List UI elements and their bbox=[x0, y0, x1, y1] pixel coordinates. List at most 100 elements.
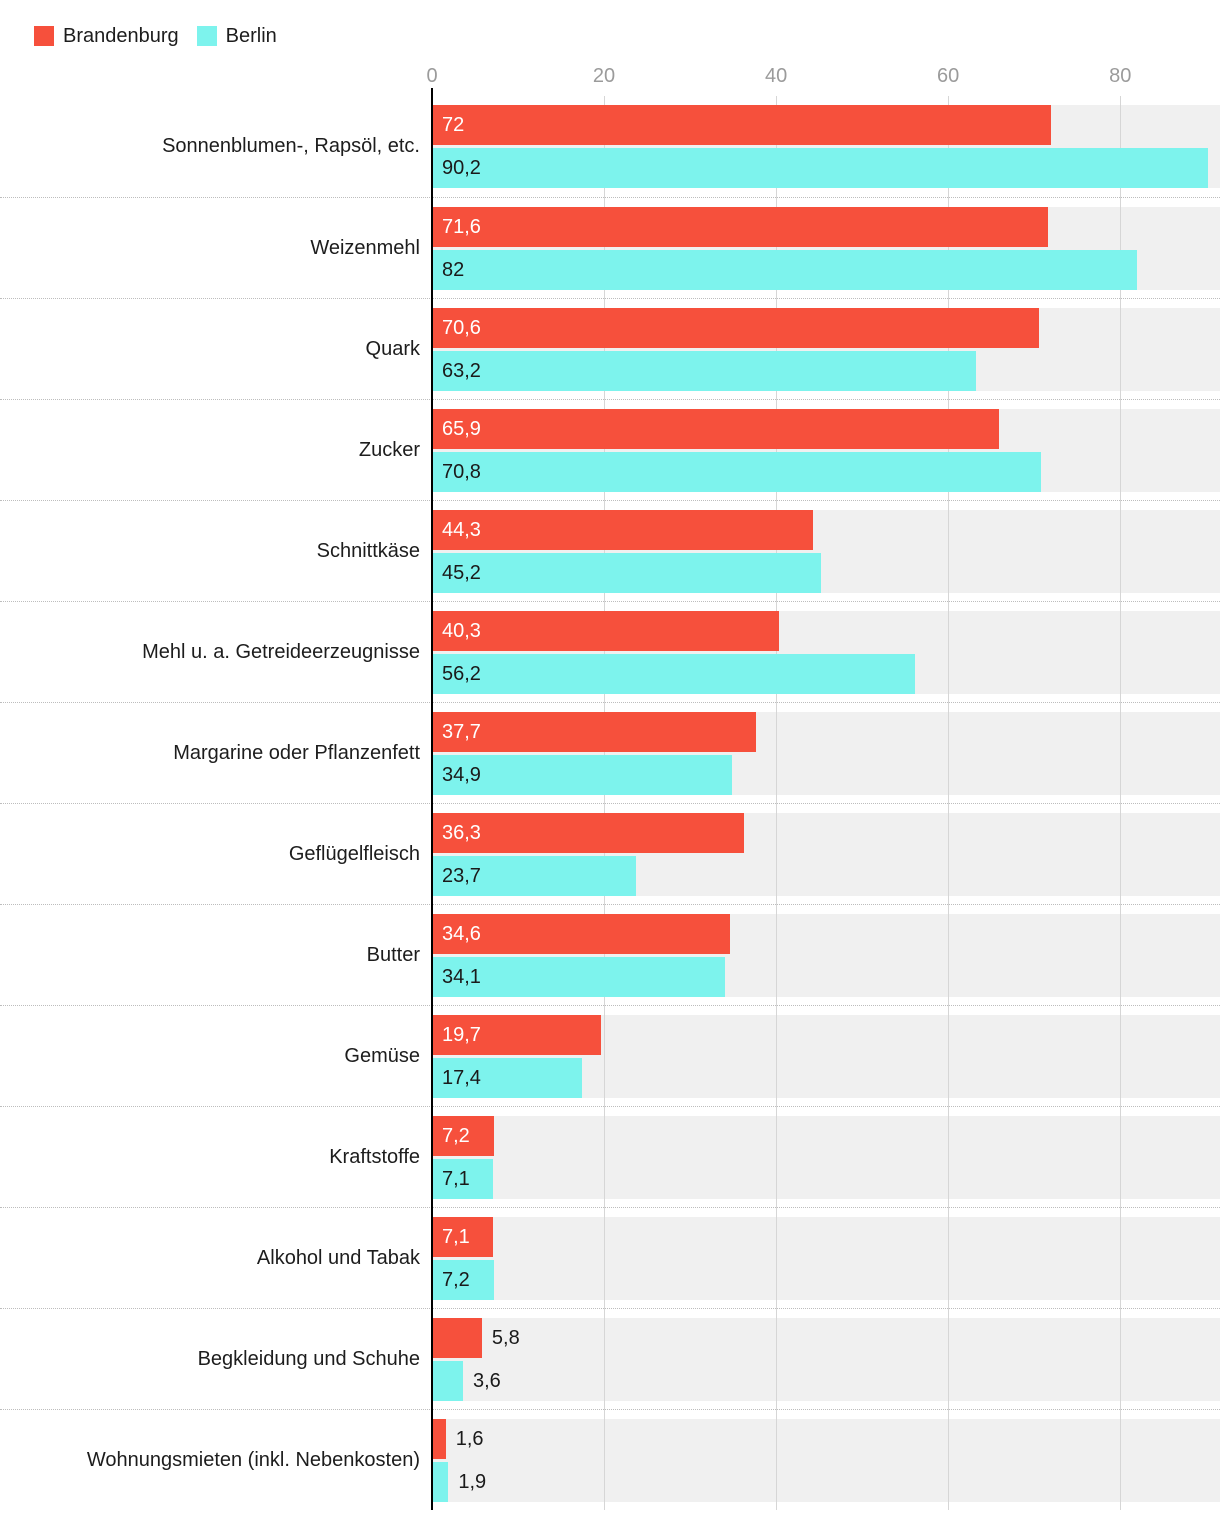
bar-value-label: 34,6 bbox=[442, 923, 481, 945]
legend-swatch-brandenburg bbox=[34, 26, 54, 46]
bar-group: 44,3 45,2 bbox=[432, 510, 1220, 593]
category-label: Wohnungsmieten (inkl. Nebenkosten) bbox=[86, 1448, 420, 1471]
legend-item-berlin: Berlin bbox=[196, 24, 277, 48]
bar-berlin: 3,6 bbox=[432, 1361, 501, 1401]
category-label: Begkleidung und Schuhe bbox=[197, 1347, 420, 1370]
bar-group: 5,8 3,6 bbox=[432, 1318, 1220, 1401]
x-tick-label: 80 bbox=[1109, 65, 1132, 87]
bar-value-label: 1,6 bbox=[455, 1428, 484, 1450]
category-label: Kraftstoffe bbox=[329, 1145, 420, 1168]
bar-brandenburg: 1,6 bbox=[432, 1419, 484, 1459]
plot-area: 70,6 63,2 bbox=[432, 299, 1220, 399]
bar-group: 37,7 34,9 bbox=[432, 712, 1220, 795]
category-row: Kraftstoffe 7,2 7,1 bbox=[0, 1106, 1220, 1207]
gridline bbox=[604, 96, 606, 1510]
bar-value-label: 5,8 bbox=[491, 1327, 520, 1349]
x-tick-label: 0 bbox=[426, 65, 438, 87]
category-row: Geflügelfleisch 36,3 23,7 bbox=[0, 803, 1220, 904]
category-label: Geflügelfleisch bbox=[288, 842, 420, 865]
row-band-background bbox=[432, 1419, 1220, 1502]
bar-berlin: 82 bbox=[432, 250, 1138, 290]
category-row: Sonnenblumen-, Rapsöl, etc. 72 90,2 bbox=[0, 96, 1220, 197]
bar-value-label: 90,2 bbox=[442, 157, 481, 179]
bar-value-label: 72 bbox=[442, 114, 465, 136]
bar-group: 7,2 7,1 bbox=[432, 1116, 1220, 1199]
plot-area: 1,6 1,9 bbox=[432, 1410, 1220, 1510]
bar-value-label: 7,1 bbox=[442, 1168, 470, 1190]
bar-group: 34,6 34,1 bbox=[432, 914, 1220, 997]
row-band-background bbox=[432, 1318, 1220, 1401]
bar-group: 40,3 56,2 bbox=[432, 611, 1220, 694]
plot-area: 44,3 45,2 bbox=[432, 501, 1220, 601]
bar-group: 7,1 7,2 bbox=[432, 1217, 1220, 1300]
bar-value-label: 37,7 bbox=[442, 721, 481, 743]
bar-brandenburg: 72 bbox=[432, 105, 1052, 145]
x-tick-label: 60 bbox=[937, 65, 960, 87]
category-row: Mehl u. a. Getreideerzeugnisse 40,3 56,2 bbox=[0, 601, 1220, 702]
x-axis: 0 20 40 60 80 bbox=[0, 56, 1220, 96]
bar-berlin: 23,7 bbox=[432, 856, 636, 896]
plot-area: 40,3 56,2 bbox=[432, 602, 1220, 702]
bar-brandenburg: 37,7 bbox=[432, 712, 757, 752]
bar-value-label: 71,6 bbox=[442, 216, 481, 238]
category-row: Wohnungsmieten (inkl. Nebenkosten) 1,6 1,9 bbox=[0, 1409, 1220, 1510]
bar-brandenburg: 44,3 bbox=[432, 510, 814, 550]
category-label: Margarine oder Pflanzenfett bbox=[173, 741, 420, 764]
category-row: Butter 34,6 34,1 bbox=[0, 904, 1220, 1005]
category-row: Margarine oder Pflanzenfett 37,7 34,9 bbox=[0, 702, 1220, 803]
bar-group: 71,6 82 bbox=[432, 207, 1220, 290]
category-label: Schnittkäse bbox=[316, 539, 420, 562]
bar-berlin: 34,9 bbox=[432, 755, 733, 795]
category-label: Zucker bbox=[358, 438, 420, 461]
row-band-background bbox=[432, 1116, 1220, 1199]
bar-value-label: 65,9 bbox=[442, 418, 481, 440]
bar-brandenburg: 7,1 bbox=[432, 1217, 494, 1257]
category-label: Gemüse bbox=[344, 1044, 420, 1067]
bar-group: 70,6 63,2 bbox=[432, 308, 1220, 391]
bar-value-label: 40,3 bbox=[442, 620, 481, 642]
category-row: Schnittkäse 44,3 45,2 bbox=[0, 500, 1220, 601]
bar-value-label: 34,1 bbox=[442, 966, 481, 988]
gridline bbox=[1120, 96, 1122, 1510]
bar-berlin: 70,8 bbox=[432, 452, 1042, 492]
category-row: Alkohol und Tabak 7,1 7,2 bbox=[0, 1207, 1220, 1308]
bar-value-label: 7,1 bbox=[442, 1226, 470, 1248]
bar-value-label: 3,6 bbox=[472, 1370, 501, 1392]
bar-berlin: 63,2 bbox=[432, 351, 976, 391]
bar-value-label: 70,6 bbox=[442, 317, 481, 339]
gridline bbox=[948, 96, 950, 1510]
bar-value-label: 82 bbox=[442, 259, 465, 281]
category-row: Quark 70,6 63,2 bbox=[0, 298, 1220, 399]
bar-value-label: 19,7 bbox=[442, 1024, 481, 1046]
legend-label-brandenburg: Brandenburg bbox=[63, 24, 179, 47]
bar-berlin: 45,2 bbox=[432, 553, 821, 593]
bar-berlin: 1,9 bbox=[432, 1462, 486, 1502]
bar-brandenburg: 5,8 bbox=[432, 1318, 520, 1358]
bar-berlin: 7,1 bbox=[432, 1159, 494, 1199]
bar-value-label: 7,2 bbox=[442, 1269, 470, 1291]
bar-group: 65,9 70,8 bbox=[432, 409, 1220, 492]
bar-brandenburg: 40,3 bbox=[432, 611, 779, 651]
bar-berlin: 34,1 bbox=[432, 957, 726, 997]
plot-area: 7,1 7,2 bbox=[432, 1208, 1220, 1308]
bar-berlin: 56,2 bbox=[432, 654, 916, 694]
category-label: Weizenmehl bbox=[310, 236, 420, 259]
bar-brandenburg: 19,7 bbox=[432, 1015, 602, 1055]
plot-area: 71,6 82 bbox=[432, 198, 1220, 298]
category-label: Sonnenblumen-, Rapsöl, etc. bbox=[162, 135, 420, 157]
bar-brandenburg: 36,3 bbox=[432, 813, 745, 853]
x-tick-label: 40 bbox=[764, 65, 788, 87]
legend-label-berlin: Berlin bbox=[225, 24, 277, 47]
legend: Brandenburg Berlin bbox=[0, 0, 1220, 56]
bar-value-label: 44,3 bbox=[442, 519, 481, 541]
plot-area: 36,3 23,7 bbox=[432, 804, 1220, 904]
category-row: Zucker 65,9 70,8 bbox=[0, 399, 1220, 500]
category-label: Mehl u. a. Getreideerzeugnisse bbox=[142, 640, 420, 663]
bar-berlin: 7,2 bbox=[432, 1260, 494, 1300]
row-band-background bbox=[432, 1217, 1220, 1300]
bar-brandenburg: 71,6 bbox=[432, 207, 1048, 247]
bar-group: 72 90,2 bbox=[432, 105, 1220, 188]
x-tick-label: 20 bbox=[592, 65, 616, 87]
bar-group: 1,6 1,9 bbox=[432, 1419, 1220, 1502]
